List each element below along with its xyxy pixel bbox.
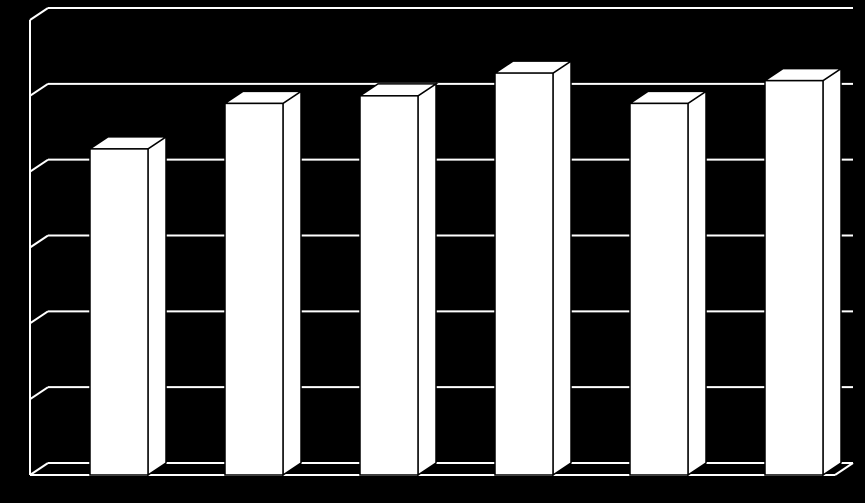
bar-1 <box>90 137 166 475</box>
bar-5 <box>630 91 706 475</box>
bar-2 <box>225 91 301 475</box>
bar-3 <box>360 84 436 475</box>
bar-chart <box>0 0 865 503</box>
bar-4 <box>495 61 571 475</box>
bar-6 <box>765 69 841 475</box>
